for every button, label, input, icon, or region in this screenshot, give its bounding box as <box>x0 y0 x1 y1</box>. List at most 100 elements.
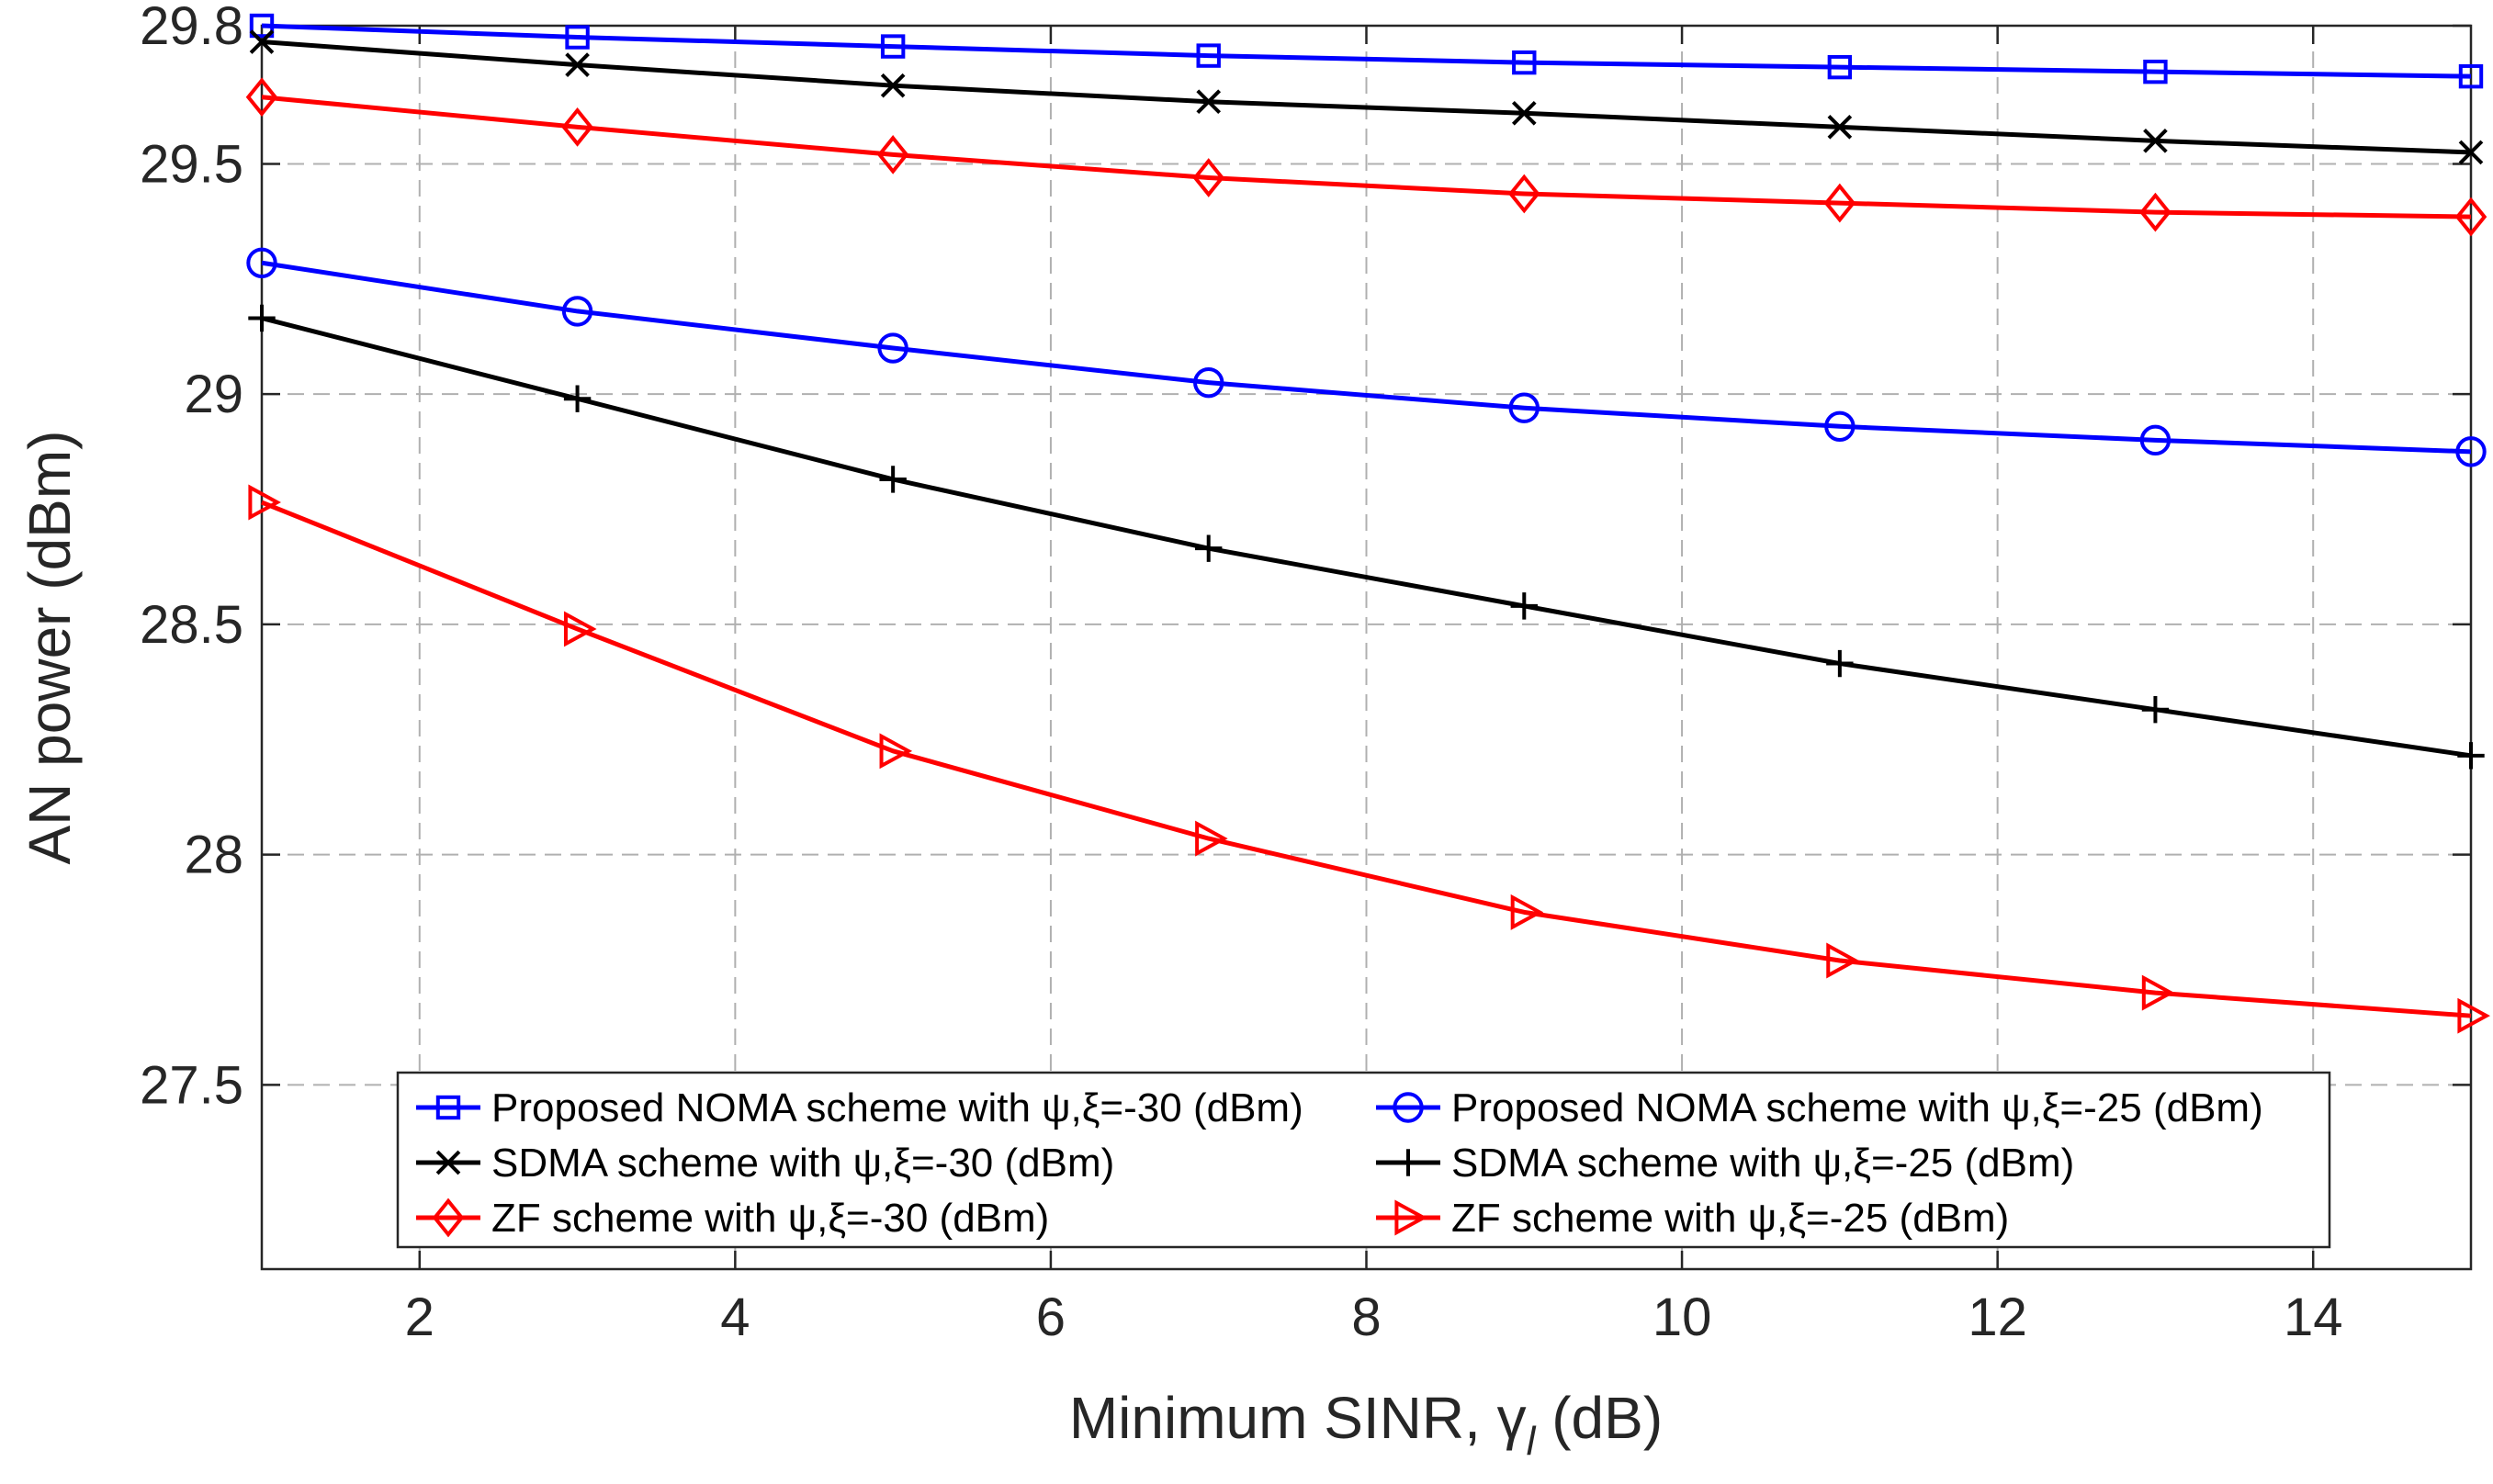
grid <box>262 26 2471 1269</box>
x-tick-label: 4 <box>720 1287 750 1347</box>
data-point-triangle <box>879 733 913 770</box>
data-point-square <box>249 13 275 39</box>
data-point-plus <box>2457 742 2485 770</box>
data-point-circle <box>1393 1092 1424 1123</box>
data-point-triangle <box>1394 1199 1427 1236</box>
x-axis-label: Minimum SINR, γl (dB) <box>1069 1385 1663 1464</box>
data-point-diamond <box>561 107 593 147</box>
data-point-x <box>435 1150 461 1175</box>
legend-item-5: ZF scheme with ψ,ξ=-30 (dBm) <box>416 1196 1049 1241</box>
data-point-square <box>1512 50 1537 75</box>
data-point-x <box>2458 140 2484 165</box>
axis-labels: Minimum SINR, γl (dB) AN power (dBm) <box>17 431 1663 1465</box>
series-6 <box>248 484 2490 1034</box>
y-tick-label: 29.5 <box>140 134 243 194</box>
data-point-plus <box>563 385 592 412</box>
series-3 <box>249 29 2484 165</box>
data-point-square <box>2143 59 2168 84</box>
data-point-square <box>2458 63 2484 89</box>
legend-item-2: Proposed NOMA scheme with ψ,ξ=-25 (dBm) <box>1376 1085 2263 1130</box>
y-tick-label: 29.8 <box>140 0 243 56</box>
data-point-x <box>1827 115 1853 140</box>
data-point-x <box>1196 89 1222 115</box>
data-point-x <box>880 73 906 98</box>
data-point-square <box>880 34 906 59</box>
legend-label: SDMA scheme with ψ,ξ=-25 (dBm) <box>1451 1141 2074 1186</box>
series-4 <box>248 304 2485 770</box>
legend-label: Proposed NOMA scheme with ψ,ξ=-25 (dBm) <box>1451 1085 2263 1130</box>
x-tick-label: 6 <box>1036 1287 1066 1347</box>
x-tick-label: 14 <box>2284 1287 2343 1347</box>
legend-item-3: SDMA scheme with ψ,ξ=-30 (dBm) <box>416 1141 1114 1186</box>
data-point-triangle <box>1510 894 1544 930</box>
data-point-plus <box>1195 534 1223 562</box>
data-point-circle <box>2455 436 2487 467</box>
data-point-x <box>249 29 275 54</box>
data-point-diamond <box>2454 197 2487 237</box>
legend-item-6: ZF scheme with ψ,ξ=-25 (dBm) <box>1376 1196 2009 1241</box>
data-point-circle <box>877 332 908 364</box>
data-point-plus <box>1394 1149 1422 1176</box>
y-tick-label: 28 <box>184 826 243 885</box>
series-line <box>261 39 2472 155</box>
data-point-plus <box>879 466 907 493</box>
x-axis-label-text: Minimum SINR, γ <box>1069 1385 1527 1451</box>
data-point-circle <box>246 247 277 278</box>
series-2 <box>246 247 2487 467</box>
series-line <box>261 23 2472 79</box>
x-tick-label: 2 <box>405 1287 434 1347</box>
data-point-diamond <box>876 135 909 174</box>
series-layer <box>245 13 2490 1034</box>
data-point-plus <box>2141 696 2170 724</box>
legend-label: Proposed NOMA scheme with ψ,ξ=-30 (dBm) <box>491 1085 1303 1130</box>
axis-ticks: 2 4 6 8 10 12 14 27.5 28 28.5 29 29.5 29.8 <box>140 0 2471 1347</box>
data-point-circle <box>561 296 593 327</box>
data-point-x <box>1511 100 1537 126</box>
series-line <box>261 500 2472 1018</box>
data-point-plus <box>1826 649 1854 678</box>
data-point-triangle <box>2457 997 2490 1034</box>
x-axis-label-subscript: l <box>1527 1419 1537 1464</box>
series-line <box>261 95 2472 219</box>
y-axis-label: AN power (dBm) <box>17 431 83 865</box>
x-axis-label-unit: (dB) <box>1535 1385 1663 1451</box>
series-5 <box>245 77 2487 237</box>
data-point-x <box>565 52 590 77</box>
legend-label: ZF scheme with ψ,ξ=-25 (dBm) <box>1451 1196 2009 1241</box>
data-point-triangle <box>2141 974 2175 1011</box>
series-1 <box>249 13 2484 89</box>
data-point-x <box>2143 129 2168 153</box>
data-point-triangle <box>1195 820 1228 857</box>
data-point-diamond <box>1508 174 1540 214</box>
legend: Proposed NOMA scheme with ψ,ξ=-30 (dBm) P… <box>396 1071 2331 1249</box>
y-tick-label: 28.5 <box>140 595 243 655</box>
series-line <box>261 316 2472 759</box>
data-point-square <box>565 25 590 50</box>
data-point-diamond <box>245 77 278 118</box>
data-point-diamond <box>2139 192 2172 232</box>
series-line <box>261 260 2472 455</box>
legend-box <box>396 1071 2331 1249</box>
legend-item-4: SDMA scheme with ψ,ξ=-25 (dBm) <box>1376 1141 2074 1186</box>
legend-label: ZF scheme with ψ,ξ=-30 (dBm) <box>491 1196 1049 1241</box>
data-point-triangle <box>563 611 597 647</box>
data-point-diamond <box>1823 183 1856 223</box>
data-point-circle <box>1824 410 1856 442</box>
data-point-circle <box>1508 392 1540 423</box>
y-tick-label: 29 <box>184 365 243 424</box>
data-point-circle <box>1193 366 1224 399</box>
legend-label: SDMA scheme with ψ,ξ=-30 (dBm) <box>491 1141 1114 1186</box>
data-point-square <box>1827 54 1853 80</box>
data-point-diamond <box>1192 158 1224 197</box>
data-point-diamond <box>432 1197 465 1238</box>
x-tick-label: 10 <box>1653 1287 1712 1347</box>
data-point-square <box>435 1095 461 1120</box>
data-point-triangle <box>1826 942 1859 979</box>
data-point-circle <box>2139 424 2172 456</box>
legend-item-1: Proposed NOMA scheme with ψ,ξ=-30 (dBm) <box>416 1085 1303 1130</box>
y-tick-label: 27.5 <box>140 1055 243 1115</box>
data-point-triangle <box>248 484 281 521</box>
data-point-plus <box>1510 592 1538 620</box>
